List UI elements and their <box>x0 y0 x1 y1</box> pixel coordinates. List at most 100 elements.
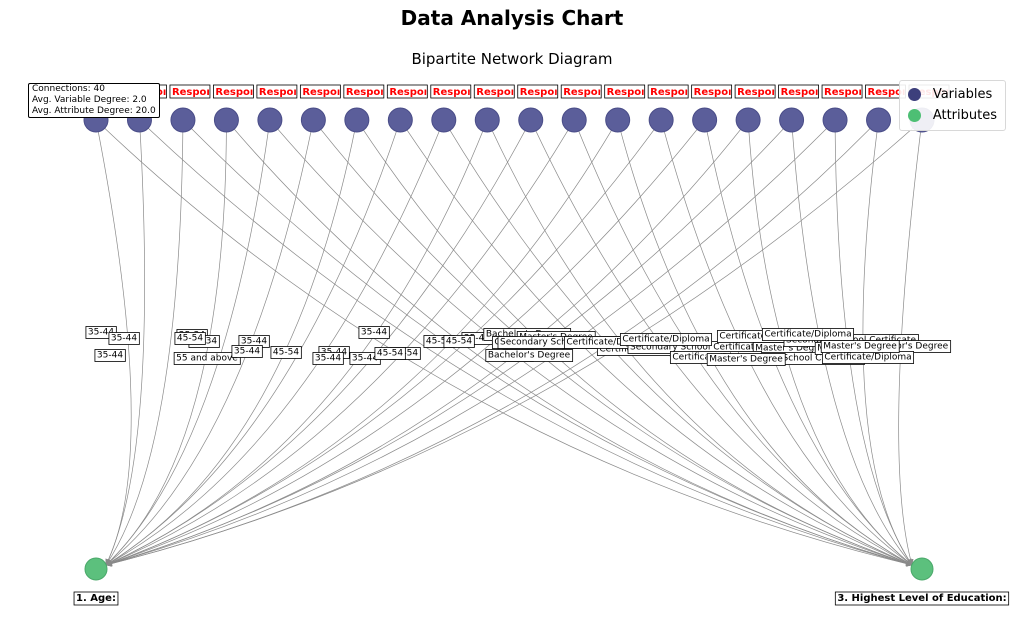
edge-label-box <box>485 349 574 362</box>
edge-label-box <box>173 352 241 365</box>
edge-age <box>105 119 271 566</box>
variable-node[interactable] <box>431 107 457 133</box>
variable-node[interactable] <box>866 107 892 133</box>
variable-node[interactable] <box>518 107 544 133</box>
edge-edu <box>617 119 913 566</box>
variable-node[interactable] <box>257 107 283 133</box>
variable-node-label-text: Respondent <box>563 87 631 98</box>
variable-node-label-box <box>647 84 689 99</box>
edge-edu <box>530 119 913 566</box>
edge-edu <box>269 119 913 567</box>
edge-age <box>105 119 445 566</box>
variable-node[interactable] <box>648 107 674 133</box>
attribute-node-age[interactable] <box>84 557 108 581</box>
edge-label-text: 35-44 <box>88 328 114 338</box>
variable-node-label-box <box>169 84 211 99</box>
variable-node-label-text: Respondent <box>824 87 892 98</box>
edge-label: 45-54 <box>174 332 206 345</box>
edge-edu <box>862 119 913 566</box>
edge-label-text: Master's Degree <box>823 342 897 352</box>
edge-edu <box>660 119 913 566</box>
variable-node-label-box <box>691 84 733 99</box>
edge-edu <box>95 119 913 567</box>
variable-node-label-text: Respondent <box>520 87 588 98</box>
variable-node-label: Respondent <box>386 84 428 99</box>
variable-node[interactable] <box>822 107 848 133</box>
edge-label-box <box>619 333 713 346</box>
legend-attributes-label: Attributes <box>932 108 997 123</box>
attribute-node-label-age: 1. Age: <box>73 591 119 606</box>
legend-item-attributes: Attributes <box>907 105 997 126</box>
edge-label-text: 35-44 <box>315 354 341 364</box>
edge-label-text: Master's Degree <box>755 344 829 354</box>
edge-label: Master's Degree <box>706 353 786 366</box>
edge-label: Certificate/Diploma <box>761 328 855 341</box>
variable-node[interactable] <box>605 107 631 133</box>
variable-node[interactable] <box>692 107 718 133</box>
legend-variables-label: Variables <box>932 87 993 102</box>
variable-node[interactable] <box>344 107 370 133</box>
edge-label-text: 45-54 <box>273 348 299 358</box>
edge-label-text: 35-44 <box>464 334 490 344</box>
edge-label-box <box>108 332 140 345</box>
variable-node[interactable] <box>474 107 500 133</box>
attribute-node-label-edu: 3. Highest Level of Education: <box>834 591 1010 606</box>
edge-age <box>105 119 532 566</box>
edge-age <box>105 119 836 567</box>
edge-label-box <box>820 340 900 353</box>
variable-node[interactable] <box>387 107 413 133</box>
variable-node-label: Respondent <box>213 84 254 99</box>
variable-node-label-box <box>560 84 602 99</box>
variable-node-label-text: Respondent <box>476 87 544 98</box>
edge-label-text: 55 and above <box>176 354 238 364</box>
variable-node[interactable] <box>213 107 239 133</box>
edge-label-text: Bachelor's Degree <box>866 342 949 352</box>
edge-age <box>105 119 184 566</box>
variable-node-label: Respondent <box>604 84 646 99</box>
edge-label-text: 45-54 <box>377 349 403 359</box>
variable-node-label-box <box>256 84 298 99</box>
edge-label-box <box>358 326 390 339</box>
legend: Variables Attributes <box>898 80 1006 131</box>
variable-node-label: Respondent <box>647 84 689 99</box>
edge-label-box <box>312 352 344 365</box>
network-stats-box: Connections: 40 Avg. Variable Degree: 2.… <box>28 83 160 118</box>
edge-label-box <box>761 328 855 341</box>
edge-label-box <box>231 345 263 358</box>
variable-node-label-box <box>213 84 254 99</box>
edge-edu <box>486 119 913 566</box>
variable-node[interactable] <box>735 107 761 133</box>
edge-label-text: Certificate/Diploma <box>622 335 709 345</box>
variable-node-label: Respondent <box>169 84 240 99</box>
edge-label: Certificate/Diploma <box>619 333 713 346</box>
variable-node-label-text: Respondent <box>172 87 240 98</box>
edge-age <box>105 119 792 567</box>
variable-node[interactable] <box>300 107 326 133</box>
edge-label-text: Certificate/Diploma <box>764 330 851 340</box>
variable-node-label-box <box>517 84 559 99</box>
attribute-nodes-group: 1. Age: 3. Highest Level of Education: <box>73 557 1010 606</box>
chart-subtitle: Bipartite Network Diagram <box>411 50 613 68</box>
legend-variables-marker <box>907 88 921 101</box>
variable-node[interactable] <box>561 107 587 133</box>
variable-node-label-text: Respondent <box>302 87 370 98</box>
chart-title: Data Analysis Chart <box>400 6 624 30</box>
edge-age <box>105 119 314 566</box>
edge-age <box>105 119 575 566</box>
attribute-node-edu[interactable] <box>910 557 934 581</box>
variable-node-label: Respondent <box>256 84 298 99</box>
edge-label: 35-44 <box>94 349 126 362</box>
edge-label: Certificate/Diploma <box>821 351 915 364</box>
variable-node-label-box <box>473 84 515 99</box>
edge-label-text: 35-44 <box>352 354 378 364</box>
edge-age <box>105 119 923 567</box>
variable-node[interactable] <box>170 107 196 133</box>
variable-node-label-box <box>821 84 863 99</box>
edge-label: Bachelor's Degree <box>485 349 574 362</box>
variable-node-label: Respondent <box>821 84 892 99</box>
variable-node[interactable] <box>779 107 805 133</box>
variable-node-label: Respondent <box>430 84 472 99</box>
attribute-node-label-box <box>73 591 119 606</box>
stat-connections: Connections: 40 <box>32 84 105 94</box>
variable-node-label-text: Respondent <box>694 87 762 98</box>
